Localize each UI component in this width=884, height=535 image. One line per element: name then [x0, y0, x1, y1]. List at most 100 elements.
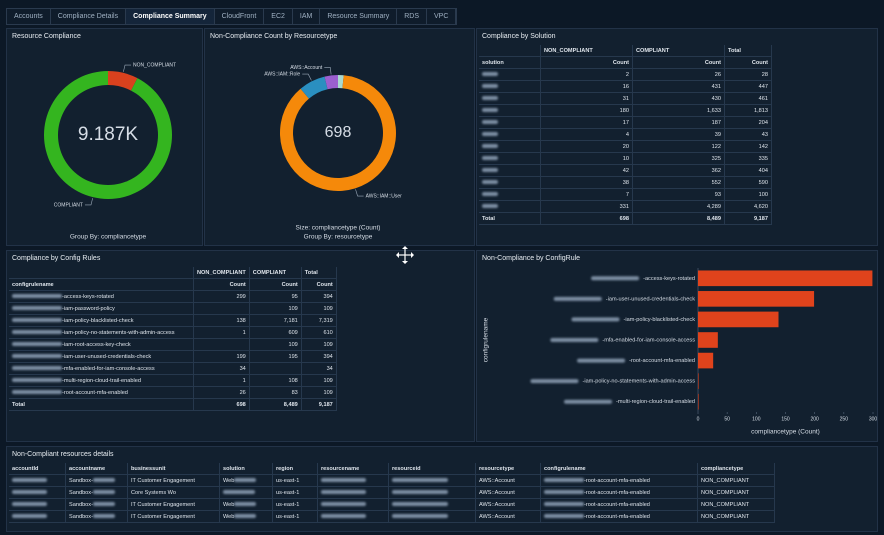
cell-text: 9,187 [318, 401, 333, 408]
table-cell: 609 [249, 326, 302, 339]
table-cell: 2 [540, 68, 633, 81]
redacted-text [482, 156, 498, 161]
tab[interactable]: IAM [293, 9, 321, 24]
table-cell: 362 [632, 164, 725, 177]
table-cell: 180 [540, 104, 633, 117]
table-cell [193, 338, 250, 351]
table-cell [9, 474, 66, 487]
cell-text: 394 [323, 353, 333, 360]
table-cell: Sandbox- [65, 498, 128, 511]
table-cell: 698 [193, 398, 250, 411]
tab[interactable]: CloudFront [215, 9, 265, 24]
table-cell: 43 [724, 128, 772, 141]
cell-text: 100 [758, 191, 768, 198]
redacted-text [482, 180, 498, 185]
tab-bar: Accounts Compliance Details Compliance Sum… [6, 8, 458, 25]
header-row: configrulename Count Count Count [9, 278, 337, 291]
footer-text: Group By: resourcetype [304, 234, 373, 241]
table-cell: 8,489 [632, 212, 725, 225]
bar [698, 332, 718, 348]
tab[interactable]: RDS [397, 9, 427, 24]
table-cell: 109 [301, 302, 337, 315]
table-cell: 4,289 [632, 200, 725, 213]
header-row: solution Count Count Count [479, 56, 772, 69]
redacted-text [12, 354, 62, 359]
tab[interactable]: Accounts [7, 9, 51, 24]
cell-text: 109 [288, 305, 298, 312]
redacted-text [321, 490, 366, 495]
tab[interactable]: Compliance Summary [126, 9, 215, 24]
table-cell [9, 498, 66, 511]
cell-text: AWS::Account [479, 513, 515, 520]
table-cell: NON_COMPLIANT [697, 498, 775, 511]
y-tick-label: -multi-region-cloud-trail-enabled [616, 399, 695, 405]
table-cell: 1,633 [632, 104, 725, 117]
table-row: 31 430 461 [479, 92, 772, 105]
donut-segment [300, 76, 328, 99]
table-cell: 590 [724, 176, 772, 189]
table-cell: 93 [632, 188, 725, 201]
footer-text: Size: compliancetype (Count) [296, 225, 381, 232]
cell-text: 447 [758, 83, 768, 90]
table-cell: 199 [193, 350, 250, 363]
table-cell: 552 [632, 176, 725, 189]
table-row: -multi-region-cloud-trail-enabled 1 108 109 [9, 374, 337, 387]
panel-title: Non-Compliance Count by Resourcetype [210, 33, 338, 40]
cell-text: Sandbox- [69, 489, 93, 496]
table-row: 2 26 28 [479, 68, 772, 81]
segment-label: AWS::Account [290, 65, 323, 71]
table-cell [388, 486, 476, 499]
redacted-text [92, 478, 115, 483]
table-cell: 20 [540, 140, 633, 153]
redacted-text [321, 478, 366, 483]
bar [698, 393, 699, 410]
table-cell [479, 128, 541, 141]
table-cell: 109 [301, 386, 337, 399]
table-cell: -iam-password-policy [9, 302, 194, 315]
redacted-text [392, 490, 448, 495]
table-row: -mfa-enabled-for-iam-console-access 34 34 [9, 362, 337, 375]
table-cell: -iam-user-unused-credentials-check [9, 350, 194, 363]
table-cell: 28 [724, 68, 772, 81]
bar [698, 373, 699, 389]
table-row: 4 39 43 [479, 128, 772, 141]
table-cell: 195 [249, 350, 302, 363]
tab[interactable]: Resource Summary [320, 9, 398, 24]
tab[interactable]: Compliance Details [51, 9, 127, 24]
table-cell: 461 [724, 92, 772, 105]
table-row: -root-account-mfa-enabled 26 83 109 [9, 386, 337, 399]
table-cell: 34 [301, 362, 337, 375]
table-cell [219, 486, 273, 499]
table-cell: 4 [540, 128, 633, 141]
cell-text: 8,489 [707, 215, 721, 222]
cell-text: 26 [239, 389, 246, 396]
cell-text: us-east-1 [276, 489, 300, 496]
tab[interactable]: VPC [427, 9, 457, 24]
table-cell [479, 188, 541, 201]
table-cell: 4,620 [724, 200, 772, 213]
table-cell [479, 176, 541, 189]
header-cell: configrulename [540, 463, 698, 475]
cell-text: 394 [323, 293, 333, 300]
header-cell: Count [301, 278, 337, 291]
header-cell: Count [724, 56, 772, 69]
cell-text: AWS::Account [479, 477, 515, 484]
table-row: -access-keys-rotated 299 95 394 [9, 290, 337, 303]
cell-text: 17 [622, 119, 629, 126]
cell-text: 31 [622, 95, 629, 102]
move-icon [396, 246, 414, 264]
redacted-text [482, 132, 498, 137]
tab[interactable]: EC2 [264, 9, 293, 24]
cell-text: 1,813 [754, 107, 768, 114]
cell-text: -root-account-mfa-enabled [584, 513, 650, 520]
table-cell: 431 [632, 80, 725, 93]
table-cell [479, 116, 541, 129]
table-cell: NON_COMPLIANT [697, 474, 775, 487]
cell-text: 9,187 [754, 215, 768, 222]
table-cell [388, 510, 476, 523]
table-row: 10 325 335 [479, 152, 772, 165]
table-cell: -root-account-mfa-enabled [540, 510, 698, 523]
table-cell: AWS::Account [475, 486, 541, 499]
table-cell: 26 [193, 386, 250, 399]
